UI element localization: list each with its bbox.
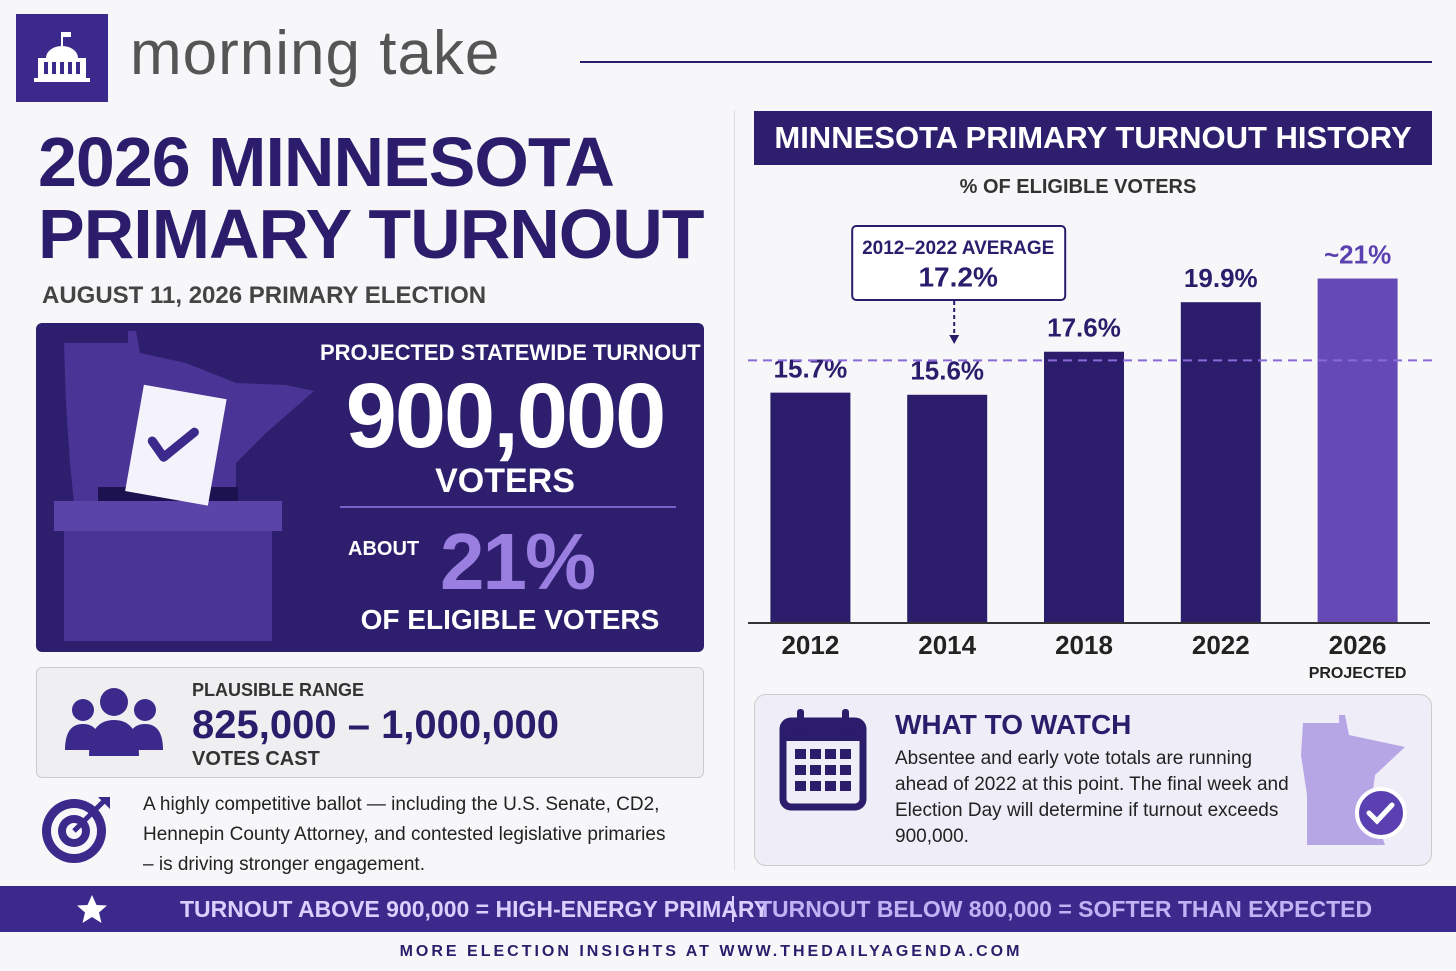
chart-subtitle: % OF ELIGIBLE VOTERS	[959, 176, 1197, 198]
category-note: PROJECTED	[1309, 665, 1407, 682]
share-label: OF ELIGIBLE VOTERS	[360, 604, 660, 635]
logo-icon	[34, 32, 90, 82]
range-label: PLAUSIBLE RANGE	[192, 680, 365, 700]
watch-panel	[754, 694, 1432, 866]
annotation-value: 17.2%	[918, 261, 997, 292]
target-icon	[42, 797, 110, 863]
bar	[907, 394, 988, 623]
x-tick-label: 2012	[781, 630, 839, 660]
annotation-box	[851, 225, 1067, 301]
banner-right: TURNOUT BELOW 800,000 = SOFTER THAN EXPE…	[758, 896, 1373, 922]
x-tick-label: 2022	[1192, 630, 1250, 660]
bar	[1180, 302, 1261, 623]
x-tick-label: 2018	[1055, 630, 1113, 660]
chart-title: MINNESOTA PRIMARY TURNOUT HISTORY	[754, 111, 1432, 165]
range-value: 825,000 – 1,000,000	[192, 703, 560, 747]
range-panel	[36, 667, 704, 778]
projection-label: PROJECTED STATEWIDE TURNOUT	[320, 340, 701, 365]
banner	[0, 886, 1456, 932]
value-label: 17.6%	[1047, 313, 1121, 343]
brand: morning take	[130, 19, 501, 88]
ballot-illustration	[54, 331, 314, 641]
about-label: ABOUT	[348, 538, 420, 560]
value-label: 15.7%	[774, 354, 848, 384]
header-rule	[580, 61, 1432, 63]
column-divider	[734, 110, 735, 870]
title-line: 2026 MINNESOTA	[38, 123, 615, 201]
people-icon	[65, 688, 163, 756]
range-unit: VOTES CAST	[192, 748, 320, 770]
value-label: 19.9%	[1184, 263, 1258, 293]
value-label: ~21%	[1324, 239, 1391, 269]
banner-separator	[732, 896, 734, 922]
bar	[1044, 351, 1124, 623]
watch-body: Absentee and early vote totals are runni…	[895, 748, 1289, 847]
star-icon	[77, 895, 107, 923]
projection-value: 900,000	[345, 365, 667, 467]
projection-unit: VOTERS	[435, 462, 575, 500]
bar	[1317, 278, 1398, 623]
logo	[16, 14, 108, 102]
projection-panel	[36, 323, 704, 652]
annotation-arrowhead	[949, 335, 960, 344]
title-line: PRIMARY TURNOUT	[38, 195, 705, 273]
annotation-label: 2012–2022 AVERAGE	[862, 238, 1054, 259]
note: A highly competitive ballot — including …	[143, 794, 666, 875]
subtitle: AUGUST 11, 2026 PRIMARY ELECTION	[42, 282, 487, 309]
watch-title: WHAT TO WATCH	[895, 709, 1132, 740]
bar	[770, 392, 851, 623]
footer: MORE ELECTION INSIGHTS AT WWW.THEDAILYAG…	[399, 943, 1023, 960]
x-tick-label: 2014	[918, 630, 976, 660]
divider	[340, 506, 676, 508]
x-tick-label: 2026	[1329, 630, 1387, 660]
banner-left: TURNOUT ABOVE 900,000 = HIGH-ENERGY PRIM…	[180, 896, 769, 922]
share-value: 21%	[440, 517, 596, 606]
watch-icons	[779, 709, 1407, 845]
